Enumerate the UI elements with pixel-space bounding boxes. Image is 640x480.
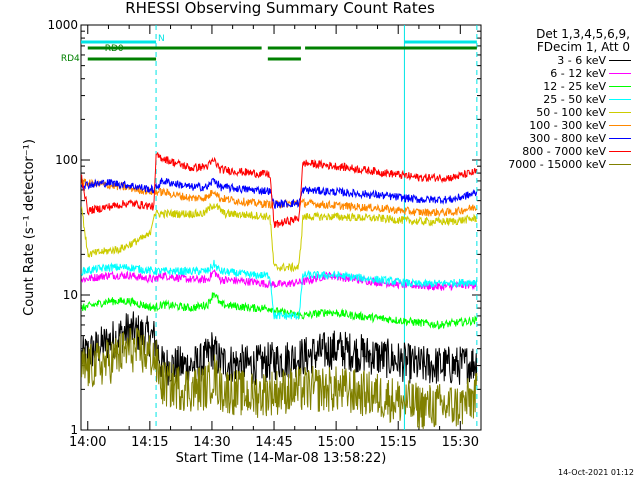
legend-entry-12-25-kev: 12 - 25 keV [478, 80, 634, 93]
series-line-50-100-kev [81, 202, 478, 273]
legend-swatch [609, 151, 631, 152]
legend-entry-25-50-kev: 25 - 50 keV [478, 93, 634, 106]
series-line-100-300-kev [81, 177, 478, 218]
legend-swatch [609, 138, 631, 139]
legend: 3 - 6 keV 6 - 12 keV 12 - 25 keV 25 - 50 ke… [478, 54, 634, 171]
x-tick-label-15-30: 15:30 [442, 435, 479, 450]
legend-label: 300 - 800 keV [529, 132, 606, 145]
y-tick-label-1000: 1000 [47, 18, 78, 32]
series-line-7000-15000-kev [81, 327, 478, 430]
timestamp-stamp: 14-Oct-2021 01:12 [558, 468, 634, 477]
legend-header-line-2: FDecim 1, Att 0 [536, 40, 630, 54]
legend-label: 7000 - 15000 keV [508, 158, 606, 171]
y-tick-label-1: 1 [70, 423, 78, 437]
legend-label: 6 - 12 keV [550, 67, 606, 80]
series-line-6-12-kev [81, 268, 478, 292]
legend-entry-6-12-kev: 6 - 12 keV [478, 67, 634, 80]
series-line-300-800-kev [81, 177, 478, 209]
series-line-800-7000-kev [81, 152, 478, 228]
legend-swatch [609, 73, 631, 74]
plot-frame [80, 24, 482, 431]
flag-label-rd4: RD4 [61, 54, 80, 64]
x-tick-label-14-45: 14:45 [255, 435, 292, 450]
legend-swatch [609, 99, 631, 100]
legend-swatch [609, 164, 631, 165]
legend-entry-7000-15000-kev: 7000 - 15000 keV [478, 158, 634, 171]
legend-label: 50 - 100 keV [536, 106, 606, 119]
x-tick-label-14-00: 14:00 [69, 435, 106, 450]
legend-swatch [609, 86, 631, 87]
legend-header-line-1: Det 1,3,4,5,6,9, [536, 27, 630, 41]
legend-label: 3 - 6 keV [557, 54, 606, 67]
flag-label-n: N [158, 34, 165, 44]
legend-entry-300-800-kev: 300 - 800 keV [478, 132, 634, 145]
x-tick-label-14-15: 14:15 [131, 435, 168, 450]
series-line-25-50-kev [81, 259, 478, 320]
legend-swatch [609, 125, 631, 126]
series-line-12-25-kev [81, 292, 478, 330]
x-axis-label: Start Time (14-Mar-08 13:58:22) [176, 451, 387, 466]
legend-entry-800-7000-kev: 800 - 7000 keV [478, 145, 634, 158]
series-line-3-6-kev [81, 311, 478, 386]
y-tick-label-100: 100 [55, 153, 78, 167]
legend-label: 25 - 50 keV [543, 93, 606, 106]
y-tick-label-10: 10 [63, 288, 78, 302]
legend-label: 12 - 25 keV [543, 80, 606, 93]
chart-title: RHESSI Observing Summary Count Rates [125, 0, 435, 17]
legend-swatch [609, 112, 631, 113]
legend-swatch [609, 60, 631, 61]
legend-entry-50-100-kev: 50 - 100 keV [478, 106, 634, 119]
y-axis-label: Count Rate (s⁻¹ detector⁻¹) [22, 139, 37, 316]
legend-label: 100 - 300 keV [529, 119, 606, 132]
x-tick-label-15-15: 15:15 [379, 435, 416, 450]
legend-entry-3-6-kev: 3 - 6 keV [478, 54, 634, 67]
legend-label: 800 - 7000 keV [522, 145, 606, 158]
legend-entry-100-300-kev: 100 - 300 keV [478, 119, 634, 132]
x-tick-label-15-00: 15:00 [317, 435, 354, 450]
flag-label-rd0: RD0 [105, 44, 124, 54]
x-tick-label-14-30: 14:30 [193, 435, 230, 450]
